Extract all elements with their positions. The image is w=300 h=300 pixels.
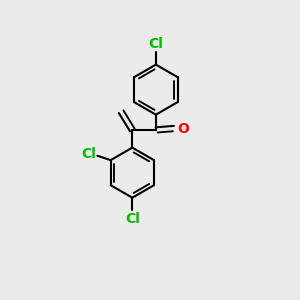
Text: Cl: Cl — [125, 212, 140, 226]
Text: Cl: Cl — [148, 37, 163, 51]
Text: O: O — [177, 122, 189, 136]
Text: Cl: Cl — [82, 147, 97, 161]
